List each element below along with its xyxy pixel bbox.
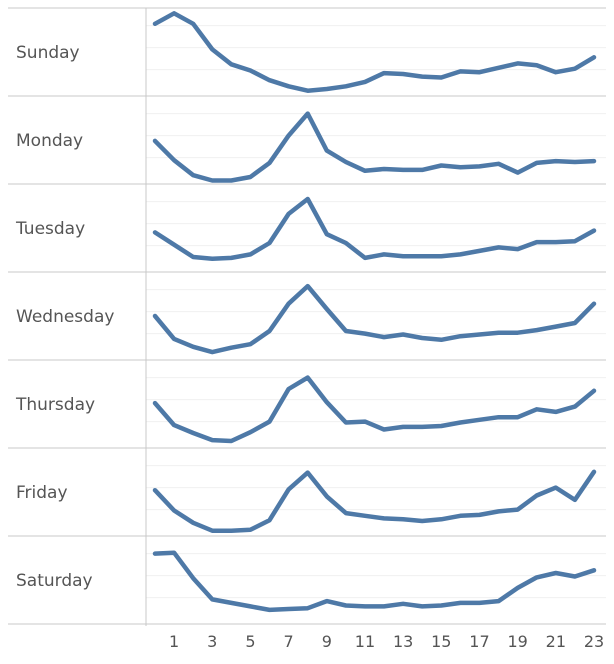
series-line-wednesday [152, 283, 597, 355]
row-label-sunday: Sunday [16, 43, 80, 63]
series-line-saturday [152, 550, 597, 613]
row-label-thursday: Thursday [15, 395, 95, 415]
x-tick-label-9: 9 [322, 632, 332, 651]
border-layer [8, 7, 606, 626]
x-tick-label-11: 11 [355, 632, 375, 651]
grid-layer [146, 25, 606, 599]
series-line-friday [152, 469, 597, 533]
row-label-monday: Monday [16, 131, 83, 151]
row-label-layer: Sunday Monday Tuesday Wednesday Thursday Frid… [15, 43, 114, 591]
row-label-wednesday: Wednesday [16, 307, 114, 327]
row-label-tuesday: Tuesday [15, 219, 85, 239]
x-tick-layer: 1 3 5 7 9 11 13 15 17 19 21 23 [169, 632, 604, 651]
row-label-friday: Friday [16, 483, 68, 503]
x-tick-label-5: 5 [245, 632, 255, 651]
series-line-monday [152, 111, 597, 183]
series-line-tuesday [152, 196, 597, 262]
x-tick-label-3: 3 [207, 632, 217, 651]
x-tick-label-1: 1 [169, 632, 179, 651]
line-layer [152, 11, 597, 613]
series-line-sunday [152, 11, 597, 93]
x-tick-label-23: 23 [584, 632, 604, 651]
series-line-thursday [152, 375, 597, 444]
x-tick-label-15: 15 [431, 632, 451, 651]
x-tick-label-17: 17 [469, 632, 489, 651]
x-tick-label-21: 21 [546, 632, 566, 651]
x-tick-label-19: 19 [507, 632, 527, 651]
x-tick-label-7: 7 [284, 632, 294, 651]
x-tick-label-13: 13 [393, 632, 413, 651]
row-label-saturday: Saturday [16, 571, 93, 591]
